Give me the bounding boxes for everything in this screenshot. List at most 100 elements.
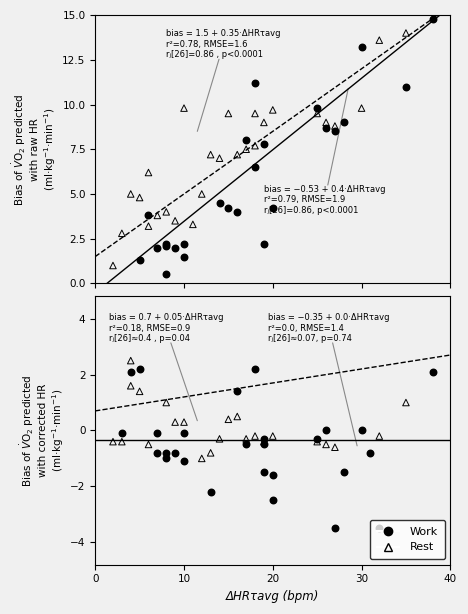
Point (180, 429, 188, 438)
Point (331, 121, 339, 131)
Text: bias = 1.5 + 0.35·ΔHRτavg
r²=0.78, RMSE=1.6
rⱼ[26]=0.86 , p<0.0001: bias = 1.5 + 0.35·ΔHRτavg r²=0.78, RMSE=… (166, 29, 281, 131)
Point (145, 168, 152, 177)
Point (162, 241, 170, 251)
Text: bias = −0.53 + 0.4·ΔHRτavg
r²=0.79, RMSE=1.9
rⱼ[26]=0.86, p<0.0001: bias = −0.53 + 0.4·ΔHRτavg r²=0.79, RMSE… (264, 88, 385, 215)
Point (251, 431, 259, 441)
Point (162, 239, 170, 249)
Point (269, 203, 277, 213)
Point (251, 162, 259, 172)
Point (260, 139, 268, 149)
Point (180, 417, 188, 427)
Point (269, 495, 277, 505)
Y-axis label: Bias of $\dot{V}$O$_2$ predicted
with corrected HR
(ml·kg$^{-1}$·min$^{-1}$): Bias of $\dot{V}$O$_2$ predicted with co… (19, 374, 66, 487)
Point (260, 434, 268, 444)
Point (216, 434, 223, 444)
Point (180, 456, 188, 466)
Point (402, 398, 410, 408)
Point (322, 440, 330, 449)
Point (358, 103, 366, 113)
Point (234, 207, 241, 217)
Point (216, 154, 223, 163)
Point (189, 219, 197, 229)
Point (118, 228, 125, 238)
Point (331, 523, 339, 533)
Text: bias = 0.7 + 0.05·ΔHRτavg
r²=0.18, RMSE=0.9
rⱼ[26]≈0.4 , p=0.04: bias = 0.7 + 0.05·ΔHRτavg r²=0.18, RMSE=… (109, 313, 223, 421)
Point (234, 386, 241, 396)
Point (180, 239, 188, 249)
X-axis label: ΔHRτavg (bpm): ΔHRτavg (bpm) (226, 590, 320, 603)
Text: bias = −0.35 + 0.0·ΔHRτavg
r²=0.0, RMSE=1.4
rⱼ[26]≈0.07, p=0.74: bias = −0.35 + 0.0·ΔHRτavg r²=0.0, RMSE=… (268, 313, 390, 446)
Point (180, 103, 188, 113)
Point (340, 467, 348, 477)
Point (375, 523, 383, 533)
Point (180, 252, 188, 262)
Point (207, 448, 214, 458)
Point (322, 117, 330, 127)
Point (171, 216, 179, 226)
Point (154, 429, 161, 438)
Point (207, 487, 214, 497)
Point (314, 109, 321, 119)
Point (127, 189, 134, 199)
Point (136, 255, 143, 265)
Point (251, 141, 259, 150)
Point (225, 109, 232, 119)
Point (136, 193, 143, 203)
Y-axis label: Bias of $\dot{V}$O$_2$ predicted
with raw HR
(ml·kg$^{-1}$·min$^{-1}$): Bias of $\dot{V}$O$_2$ predicted with ra… (11, 93, 58, 206)
Point (242, 434, 250, 444)
Point (162, 207, 170, 217)
Point (154, 243, 161, 252)
Point (198, 454, 205, 464)
Point (145, 211, 152, 220)
Point (127, 356, 134, 365)
Point (109, 437, 117, 446)
Point (242, 136, 250, 146)
Point (375, 431, 383, 441)
Point (118, 429, 125, 438)
Point (269, 105, 277, 115)
Point (269, 431, 277, 441)
Point (207, 150, 214, 160)
Point (127, 381, 134, 391)
Point (260, 117, 268, 127)
Point (340, 117, 348, 127)
Point (118, 437, 125, 446)
Point (367, 448, 374, 458)
Point (260, 437, 268, 446)
Point (251, 364, 259, 374)
Point (260, 440, 268, 449)
Point (154, 211, 161, 220)
Point (429, 367, 436, 377)
Point (402, 28, 410, 38)
Point (314, 103, 321, 113)
Point (322, 123, 330, 133)
Point (234, 150, 241, 160)
Point (358, 42, 366, 52)
Point (162, 448, 170, 458)
Point (171, 243, 179, 252)
Point (251, 78, 259, 88)
Point (314, 434, 321, 444)
Point (145, 440, 152, 449)
Point (331, 442, 339, 452)
Point (402, 82, 410, 91)
Point (322, 426, 330, 435)
Point (375, 35, 383, 45)
Point (260, 467, 268, 477)
Point (225, 203, 232, 213)
Point (136, 386, 143, 396)
Point (260, 239, 268, 249)
Point (242, 440, 250, 449)
Point (429, 14, 436, 23)
Point (162, 270, 170, 279)
Point (162, 454, 170, 464)
Point (216, 198, 223, 208)
Point (154, 448, 161, 458)
Point (171, 448, 179, 458)
Point (136, 364, 143, 374)
Point (242, 144, 250, 154)
Point (225, 414, 232, 424)
Point (314, 437, 321, 446)
Point (331, 126, 339, 136)
Point (145, 221, 152, 231)
